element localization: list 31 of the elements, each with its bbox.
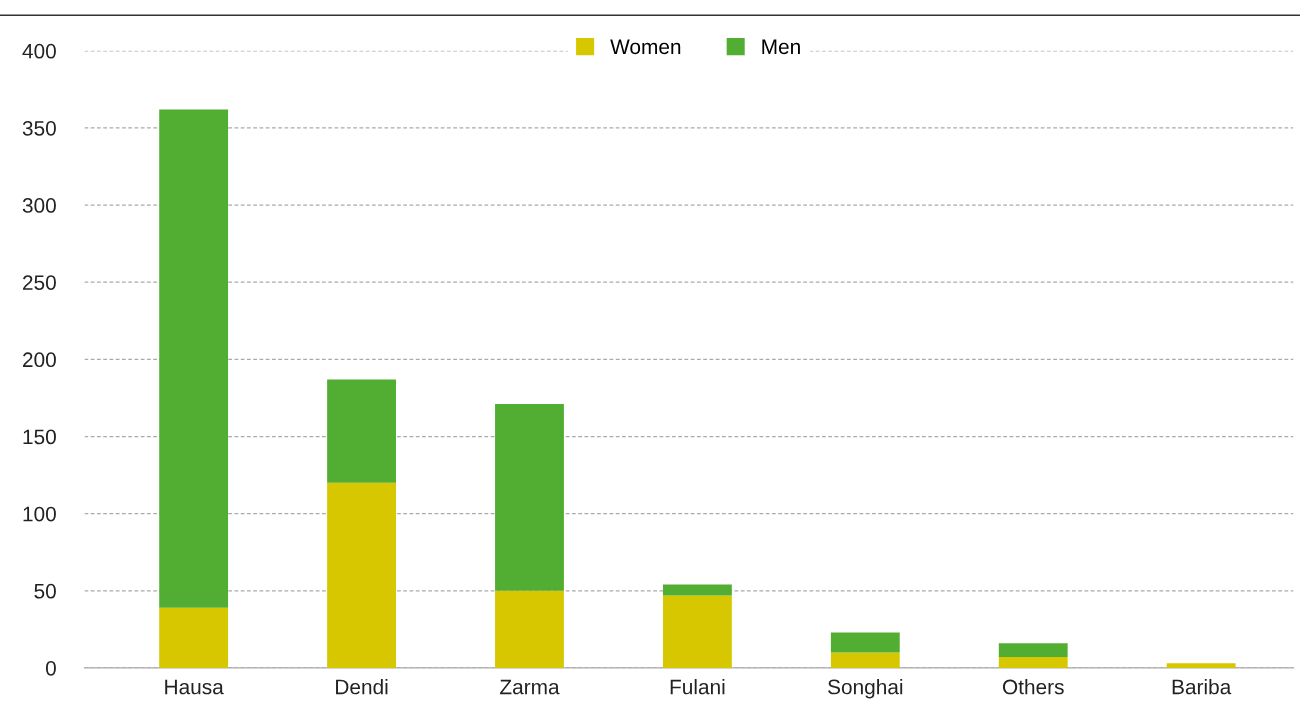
- legend-label: Women: [610, 39, 681, 55]
- bar: [495, 590, 564, 668]
- bar: [998, 657, 1068, 668]
- x-tick-label: Others: [1002, 679, 1064, 695]
- bar: [662, 584, 732, 596]
- x-tick-label: Songhai: [828, 679, 903, 699]
- y-tick-label: 150: [23, 429, 56, 445]
- y-tick-label: 250: [23, 275, 56, 290]
- x-tick-label: Bariba: [1172, 679, 1232, 695]
- bar: [159, 109, 229, 608]
- x-tick-label: Fulani: [670, 679, 725, 695]
- x-tick-label: Hausa: [165, 679, 224, 695]
- bar: [159, 607, 229, 668]
- bar: [327, 379, 396, 483]
- y-tick-label: 0: [45, 660, 56, 676]
- bar: [327, 482, 396, 668]
- y-tick-label: 300: [22, 198, 56, 213]
- y-tick-label: 400: [22, 43, 56, 59]
- y-tick-label: 100: [23, 506, 56, 522]
- bar: [830, 652, 900, 668]
- y-tick-label: 350: [22, 120, 56, 136]
- bar: [495, 404, 564, 591]
- bar: [662, 595, 732, 668]
- x-tick-label: Dendi: [336, 679, 388, 695]
- bar: [998, 643, 1068, 658]
- y-tick-label: 50: [34, 583, 56, 599]
- bar: [830, 632, 900, 653]
- bar: [1166, 663, 1236, 668]
- y-tick-label: 200: [23, 352, 56, 368]
- x-tick-label: Zarma: [500, 679, 560, 695]
- legend-label: Men: [762, 39, 800, 55]
